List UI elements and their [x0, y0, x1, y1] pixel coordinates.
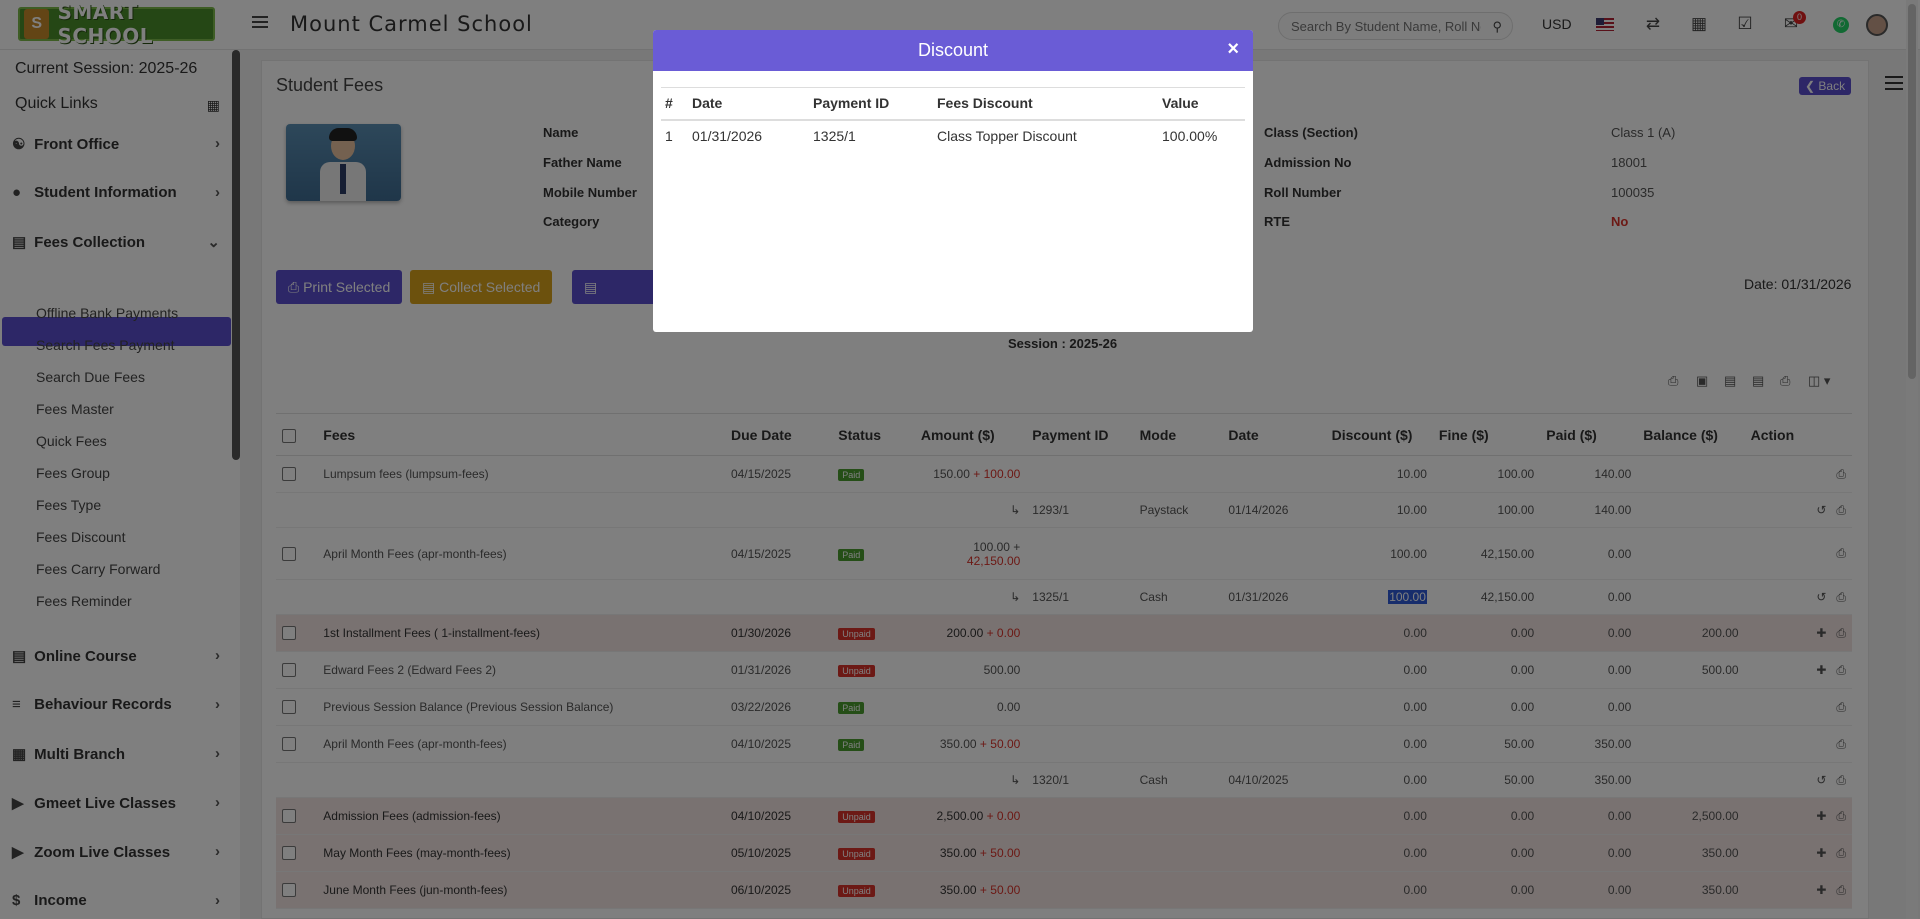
discount-modal: Discount × # Date Payment ID Fees Discou… — [653, 30, 1253, 332]
close-icon[interactable]: × — [1227, 38, 1239, 60]
discount-name: Class Topper Discount — [937, 128, 1077, 144]
discount-table-header: # Date Payment ID Fees Discount Value — [661, 87, 1245, 121]
modal-title: Discount — [653, 30, 1253, 71]
col-date: Date — [688, 87, 809, 121]
discount-value: 100.00% — [1162, 128, 1218, 144]
discount-payment-id: 1325/1 — [813, 128, 856, 144]
col-fees-discount: Fees Discount — [933, 87, 1158, 121]
col-number: # — [661, 87, 688, 121]
discount-date: 01/31/2026 — [692, 128, 763, 144]
col-payment-id: Payment ID — [809, 87, 933, 121]
discount-table: # Date Payment ID Fees Discount Value 1 … — [661, 87, 1245, 152]
discount-row: 1 01/31/2026 1325/1 Class Topper Discoun… — [661, 120, 1245, 152]
col-value: Value — [1158, 87, 1245, 121]
row-number: 1 — [665, 128, 673, 144]
